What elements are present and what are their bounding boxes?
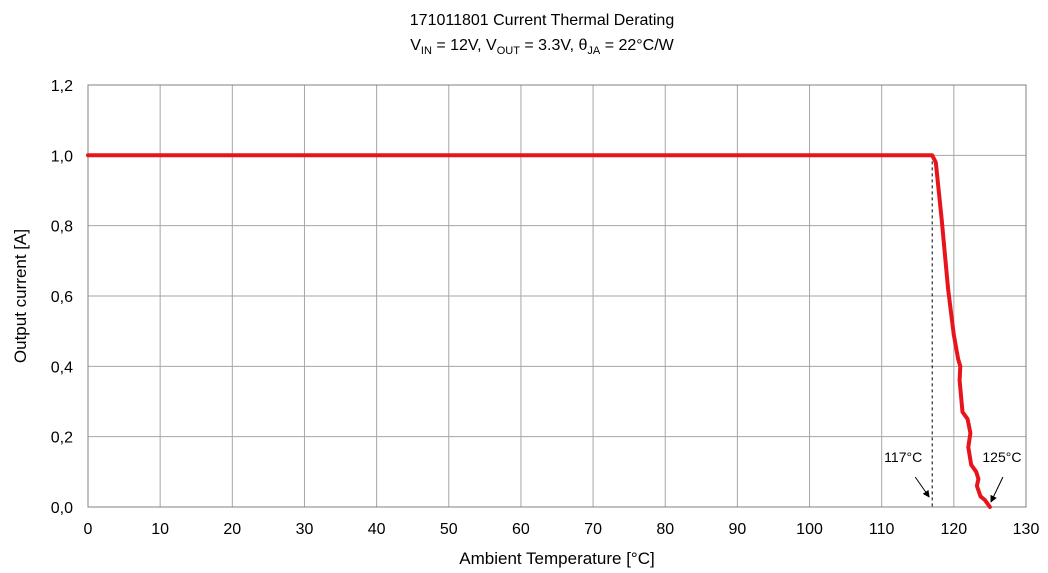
chart-subtitle: VIN = 12V, VOUT = 3.3V, θJA = 22°C/W bbox=[410, 37, 674, 57]
annotations-group: 117°C 125°C bbox=[884, 449, 1021, 503]
x-tick-label-8: 80 bbox=[656, 521, 674, 538]
x-tick-label-12: 120 bbox=[940, 521, 967, 538]
annotation-117c-arrow bbox=[914, 476, 930, 498]
x-tick-label-1: 10 bbox=[151, 521, 169, 538]
vout-symbol: V bbox=[486, 37, 497, 54]
x-tick-label-4: 40 bbox=[368, 521, 386, 538]
theta-symbol: θ bbox=[579, 37, 588, 54]
theta-subscript: JA bbox=[587, 45, 601, 57]
x-tick-label-0: 0 bbox=[84, 521, 93, 538]
x-tick-label-11: 110 bbox=[869, 521, 895, 538]
annotation-125c: 125°C bbox=[982, 449, 1021, 465]
x-tick-label-9: 90 bbox=[728, 521, 746, 538]
vin-subscript: IN bbox=[421, 45, 432, 57]
x-tick-label-7: 70 bbox=[584, 521, 602, 538]
y-tick-label-3: 0,6 bbox=[51, 289, 73, 306]
series-group bbox=[86, 153, 992, 509]
y-tick-label-1: 0,2 bbox=[51, 430, 73, 447]
vin-symbol: V bbox=[410, 37, 421, 54]
x-tick-label-6: 60 bbox=[512, 521, 530, 538]
x-tick-label-2: 20 bbox=[223, 521, 241, 538]
series-line-0 bbox=[86, 153, 992, 509]
y-tick-label-6: 1,2 bbox=[51, 78, 73, 95]
y-axis-label: Output current [A] bbox=[11, 229, 30, 363]
y-tick-label-5: 1,0 bbox=[51, 148, 73, 165]
x-tick-label-13: 130 bbox=[1013, 521, 1040, 538]
annotation-117c: 117°C bbox=[884, 449, 922, 465]
x-tick-label-10: 100 bbox=[796, 521, 823, 538]
y-tick-label-4: 0,8 bbox=[51, 219, 73, 236]
y-tick-label-2: 0,4 bbox=[51, 359, 73, 376]
x-axis-label: Ambient Temperature [°C] bbox=[459, 549, 654, 568]
x-tick-label-3: 30 bbox=[296, 521, 314, 538]
x-tick-label-5: 50 bbox=[440, 521, 458, 538]
vout-value: = 3.3V, bbox=[520, 37, 579, 54]
vout-subscript: OUT bbox=[497, 45, 521, 57]
grid-lines bbox=[87, 84, 1027, 508]
y-tick-label-0: 0,0 bbox=[51, 500, 73, 517]
plot-area-border bbox=[87, 84, 1027, 508]
x-tick-labels: 0 10 20 30 40 50 60 70 80 90 100 110 120 130 bbox=[84, 521, 1040, 538]
chart-title: 171011801 Current Thermal Derating bbox=[410, 12, 674, 29]
y-tick-labels: 0,0 0,2 0,4 0,6 0,8 1,0 1,2 bbox=[51, 78, 73, 517]
theta-value: = 22°C/W bbox=[600, 37, 674, 54]
vin-value: = 12V, bbox=[432, 37, 486, 54]
annotation-125c-arrow bbox=[990, 476, 1004, 503]
